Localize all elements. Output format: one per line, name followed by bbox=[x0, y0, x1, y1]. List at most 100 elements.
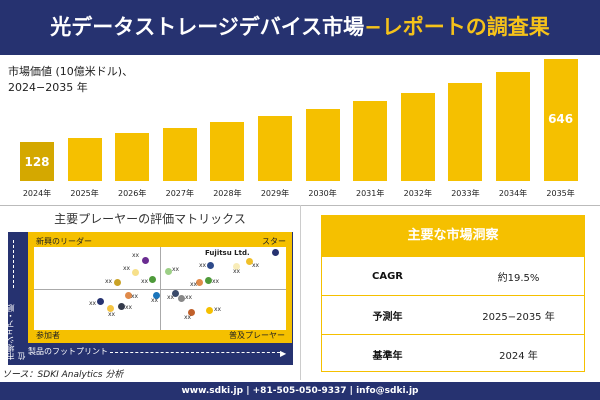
x-tick-label: 2030年 bbox=[308, 189, 337, 198]
player-label: xx bbox=[131, 293, 139, 300]
player-label: xx bbox=[184, 314, 192, 321]
x-tick-label: 2028年 bbox=[213, 189, 242, 198]
player-label: xx bbox=[167, 294, 175, 301]
x-axis-label: 製品のフットプリント bbox=[28, 347, 108, 356]
bar bbox=[543, 58, 578, 181]
y-axis-arrow-icon bbox=[13, 240, 14, 288]
insight-row: 基準年 2024 年 bbox=[322, 334, 584, 373]
bar bbox=[305, 108, 340, 181]
player-point bbox=[172, 290, 179, 297]
page-header: 光データストレージデバイス市場−レポートの調査果 bbox=[0, 0, 600, 55]
subtitle-line2: 2024−2035 年 bbox=[8, 81, 88, 94]
quadrant-label-pervasive: 普及プレーヤー bbox=[229, 331, 285, 340]
title-main: 光データストレージデバイス市場 bbox=[50, 15, 365, 39]
player-point bbox=[207, 262, 214, 269]
title-highlight: −レポートの調査果 bbox=[364, 15, 550, 39]
player-point bbox=[114, 279, 121, 286]
bar bbox=[210, 121, 245, 181]
player-point bbox=[178, 295, 185, 302]
player-label: xx bbox=[185, 294, 193, 301]
matrix-plot bbox=[34, 247, 286, 330]
player-label: xx bbox=[190, 281, 198, 288]
bar-chart: 2024年 128 2025年 2026年 2027年 2028年 2029年 2030年 20… bbox=[20, 58, 578, 198]
player-point bbox=[233, 263, 240, 270]
insight-row: CAGR 約19.5% bbox=[322, 256, 584, 295]
player-label: xx bbox=[212, 278, 220, 285]
player-point bbox=[205, 277, 212, 284]
fujitsu-label: Fujitsu Ltd. bbox=[205, 249, 250, 257]
data-label: 128 bbox=[24, 155, 50, 169]
player-point bbox=[132, 269, 139, 276]
x-tick-label: 2032年 bbox=[403, 189, 432, 198]
player-label: xx bbox=[89, 300, 97, 307]
bar bbox=[20, 142, 54, 181]
bar bbox=[162, 128, 197, 181]
chart-subtitle: 市場価値 (10億米ドル)、 2024−2035 年 bbox=[8, 64, 133, 96]
player-label: xx bbox=[132, 252, 140, 259]
subtitle-line1: 市場価値 (10億米ドル)、 bbox=[8, 65, 134, 78]
player-point bbox=[165, 268, 172, 275]
bar bbox=[353, 100, 388, 181]
player-label: xx bbox=[252, 262, 260, 269]
player-point bbox=[118, 303, 125, 310]
player-label: xx bbox=[105, 278, 113, 285]
player-point bbox=[142, 257, 149, 264]
insight-key: 予測年 bbox=[372, 311, 403, 323]
matrix-title: 主要プレーヤーの評価マトリックス bbox=[54, 212, 246, 226]
player-label: xx bbox=[172, 266, 180, 273]
player-point bbox=[188, 309, 195, 316]
insight-key: CAGR bbox=[372, 270, 403, 282]
player-label: xx bbox=[233, 268, 241, 275]
player-label: xx bbox=[125, 304, 133, 311]
bar bbox=[258, 116, 292, 181]
x-axis-arrow-icon bbox=[110, 352, 280, 353]
player-point bbox=[196, 279, 203, 286]
insights-table: 主要な市場洞察 CAGR 約19.5% 予測年 2025−2035 年 基準年 202… bbox=[321, 215, 585, 372]
source-note: ソース：SDKI Analytics 分析 bbox=[2, 370, 124, 380]
player-label: xx bbox=[151, 297, 159, 304]
matrix-vline bbox=[160, 247, 161, 330]
x-tick-label: 2029年 bbox=[260, 189, 290, 198]
insight-value: 2024 年 bbox=[499, 350, 538, 362]
insight-value: 約19.5% bbox=[497, 272, 540, 284]
bar bbox=[448, 83, 483, 181]
player-label: xx bbox=[199, 262, 207, 269]
bar bbox=[400, 92, 435, 181]
data-label: 646 bbox=[548, 112, 574, 126]
x-tick-label: 2027年 bbox=[165, 189, 194, 198]
matrix-hline bbox=[34, 289, 286, 290]
x-tick-label: 2035年 bbox=[546, 189, 575, 198]
bar bbox=[67, 137, 102, 181]
bar bbox=[496, 71, 530, 181]
player-point bbox=[97, 298, 104, 305]
bar bbox=[115, 133, 150, 181]
insight-value: 2025−2035 年 bbox=[482, 311, 555, 323]
player-label: xx bbox=[141, 278, 149, 285]
x-tick-label: 2031年 bbox=[356, 189, 385, 198]
x-tick-label: 2025年 bbox=[70, 189, 99, 198]
x-tick-label: 2033年 bbox=[451, 189, 480, 198]
player-point bbox=[206, 307, 213, 314]
player-point bbox=[149, 276, 156, 283]
player-point bbox=[272, 249, 279, 256]
divider bbox=[300, 205, 301, 380]
player-label: xx bbox=[123, 265, 131, 272]
player-point bbox=[107, 305, 114, 312]
footer-contact: www.sdki.jp | +81-505-050-9337 | info@sd… bbox=[0, 382, 600, 400]
player-point bbox=[246, 258, 253, 265]
x-tick-label: 2024年 bbox=[22, 189, 52, 198]
insight-key: 基準年 bbox=[372, 350, 403, 362]
player-label: xx bbox=[108, 311, 116, 318]
x-tick-label: 2034年 bbox=[498, 189, 528, 198]
player-point bbox=[125, 292, 132, 299]
y-axis-label: 市場シェア・順位 bbox=[6, 304, 26, 360]
quadrant-label-star: スター bbox=[262, 237, 286, 246]
quadrant-label-participant: 参加者 bbox=[36, 331, 60, 340]
insight-row: 予測年 2025−2035 年 bbox=[322, 295, 584, 334]
arrow-right-icon: ▶ bbox=[280, 349, 287, 358]
player-point bbox=[153, 292, 160, 299]
insights-title: 主要な市場洞察 bbox=[322, 216, 584, 256]
player-label: xx bbox=[214, 306, 222, 313]
quadrant-label-emerging: 新興のリーダー bbox=[36, 237, 92, 246]
x-tick-label: 2026年 bbox=[118, 189, 147, 198]
